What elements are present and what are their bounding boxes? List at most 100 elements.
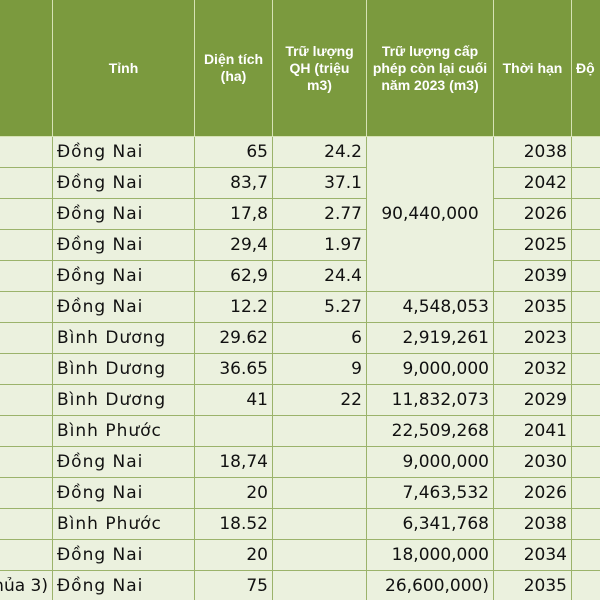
cell-province: Đồng Nai (53, 540, 195, 571)
cell-area: 62,9 (195, 261, 273, 292)
cell-term: 2034 (494, 540, 572, 571)
cell-reserve: 24.2 (273, 137, 367, 168)
merged-licensed-cell: 90,440,000 (367, 137, 494, 292)
cell-area: 12.2 (195, 292, 273, 323)
cell-col6 (572, 230, 600, 261)
cell-province: Đồng Nai (53, 168, 195, 199)
cell-col6 (572, 571, 600, 600)
cell-col6 (572, 199, 600, 230)
cell-name (0, 416, 53, 447)
cell-province: Đồng Nai (53, 230, 195, 261)
cell-licensed: 22,509,268 (367, 416, 494, 447)
cell-col6 (572, 354, 600, 385)
cell-area: 41 (195, 385, 273, 416)
cell-reserve: 5.27 (273, 292, 367, 323)
cell-licensed: 7,463,532 (367, 478, 494, 509)
cell-term: 2038 (494, 137, 572, 168)
cell-licensed: 6,341,768 (367, 509, 494, 540)
cell-reserve: 6 (273, 323, 367, 354)
cell-col6 (572, 447, 600, 478)
cell-reserve: 37.1 (273, 168, 367, 199)
cell-term: 2039 (494, 261, 572, 292)
cell-area: 18,74 (195, 447, 273, 478)
cell-name (0, 137, 53, 168)
cell-col6 (572, 323, 600, 354)
cell-term: 2029 (494, 385, 572, 416)
cell-name (0, 540, 53, 571)
cell-col6 (572, 540, 600, 571)
cell-name (0, 385, 53, 416)
cell-term: 2035 (494, 292, 572, 323)
cell-col6 (572, 385, 600, 416)
header-area: Diện tích (ha) (195, 0, 273, 137)
cell-term: 2023 (494, 323, 572, 354)
header-licensed-remaining: Trữ lượng cấp phép còn lại cuối năm 2023… (367, 0, 494, 137)
cell-term: 2035 (494, 571, 572, 600)
cell-name (0, 354, 53, 385)
cell-province: Đồng Nai (53, 447, 195, 478)
cell-area: 18.52 (195, 509, 273, 540)
cell-province: Đồng Nai (53, 261, 195, 292)
cell-name (0, 168, 53, 199)
cell-province: Đồng Nai (53, 571, 195, 600)
cell-province: Bình Dương (53, 323, 195, 354)
cell-province: Bình Dương (53, 385, 195, 416)
cell-reserve (273, 509, 367, 540)
cell-term: 2041 (494, 416, 572, 447)
cell-col6 (572, 292, 600, 323)
cell-reserve: 2.77 (273, 199, 367, 230)
cell-licensed: 9,000,000 (367, 354, 494, 385)
cell-area (195, 416, 273, 447)
cell-reserve (273, 447, 367, 478)
cell-reserve: 22 (273, 385, 367, 416)
header-col0 (0, 0, 53, 137)
cell-col6 (572, 168, 600, 199)
cell-area: 36.65 (195, 354, 273, 385)
cell-term: 2038 (494, 509, 572, 540)
header-province: Tỉnh (53, 0, 195, 137)
cell-licensed: 18,000,000 (367, 540, 494, 571)
header-reserve-plan: Trữ lượng QH (triệu m3) (273, 0, 367, 137)
header-term: Thời hạn (494, 0, 572, 137)
cell-province: Đồng Nai (53, 137, 195, 168)
cell-name (0, 230, 53, 261)
cell-term: 2030 (494, 447, 572, 478)
cell-reserve: 24.4 (273, 261, 367, 292)
cell-reserve (273, 478, 367, 509)
cell-licensed: 4,548,053 (367, 292, 494, 323)
cell-name (0, 323, 53, 354)
cell-name (0, 478, 53, 509)
cell-term: 2042 (494, 168, 572, 199)
cell-province: Đồng Nai (53, 199, 195, 230)
cell-area: 29,4 (195, 230, 273, 261)
cell-name (0, 261, 53, 292)
cell-name (0, 509, 53, 540)
cell-col6 (572, 416, 600, 447)
cell-term: 2026 (494, 199, 572, 230)
cell-area: 20 (195, 478, 273, 509)
cell-col6 (572, 137, 600, 168)
cell-licensed: 11,832,073 (367, 385, 494, 416)
cell-col6 (572, 478, 600, 509)
cell-name (0, 447, 53, 478)
cell-reserve (273, 416, 367, 447)
cell-term: 2026 (494, 478, 572, 509)
cell-term: 2025 (494, 230, 572, 261)
cell-name (0, 199, 53, 230)
cell-area: 65 (195, 137, 273, 168)
cell-reserve: 1.97 (273, 230, 367, 261)
cell-province: Bình Dương (53, 354, 195, 385)
cell-reserve: 9 (273, 354, 367, 385)
cell-col6 (572, 509, 600, 540)
cell-term: 2032 (494, 354, 572, 385)
cell-province: Bình Phước (53, 416, 195, 447)
cell-name (0, 292, 53, 323)
cell-area: 17,8 (195, 199, 273, 230)
cell-area: 75 (195, 571, 273, 600)
cell-reserve (273, 571, 367, 600)
cell-licensed: 26,600,000) (367, 571, 494, 600)
cell-licensed: 2,919,261 (367, 323, 494, 354)
cell-licensed: 9,000,000 (367, 447, 494, 478)
cell-province: Bình Phước (53, 509, 195, 540)
